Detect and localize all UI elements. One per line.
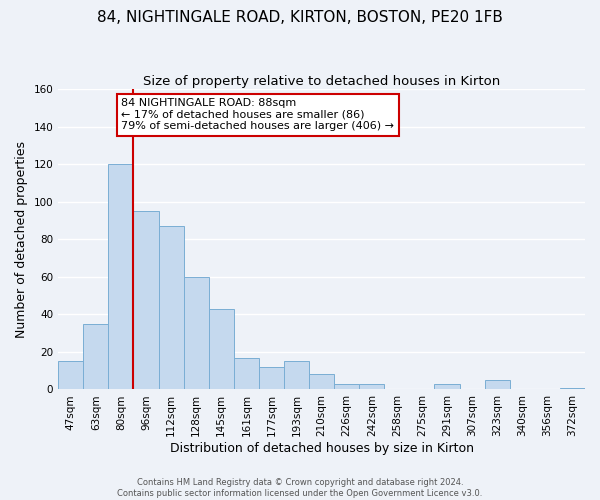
Bar (133, 211, 158, 390)
Bar (259, 367, 284, 390)
Bar (434, 384, 460, 390)
Bar (83, 324, 109, 390)
Bar (184, 277, 209, 390)
Bar (284, 362, 309, 390)
Bar (359, 384, 385, 390)
Text: 84, NIGHTINGALE ROAD, KIRTON, BOSTON, PE20 1FB: 84, NIGHTINGALE ROAD, KIRTON, BOSTON, PE… (97, 10, 503, 25)
Text: Contains HM Land Registry data © Crown copyright and database right 2024.
Contai: Contains HM Land Registry data © Crown c… (118, 478, 482, 498)
Bar (485, 380, 510, 390)
Bar (234, 358, 259, 390)
X-axis label: Distribution of detached houses by size in Kirton: Distribution of detached houses by size … (170, 442, 473, 455)
Bar (209, 309, 234, 390)
Title: Size of property relative to detached houses in Kirton: Size of property relative to detached ho… (143, 75, 500, 88)
Bar (58, 362, 83, 390)
Y-axis label: Number of detached properties: Number of detached properties (15, 141, 28, 338)
Bar (309, 374, 334, 390)
Text: 84 NIGHTINGALE ROAD: 88sqm
← 17% of detached houses are smaller (86)
79% of semi: 84 NIGHTINGALE ROAD: 88sqm ← 17% of deta… (121, 98, 394, 132)
Bar (109, 164, 133, 390)
Bar (334, 384, 359, 390)
Bar (560, 388, 585, 390)
Bar (158, 226, 184, 390)
